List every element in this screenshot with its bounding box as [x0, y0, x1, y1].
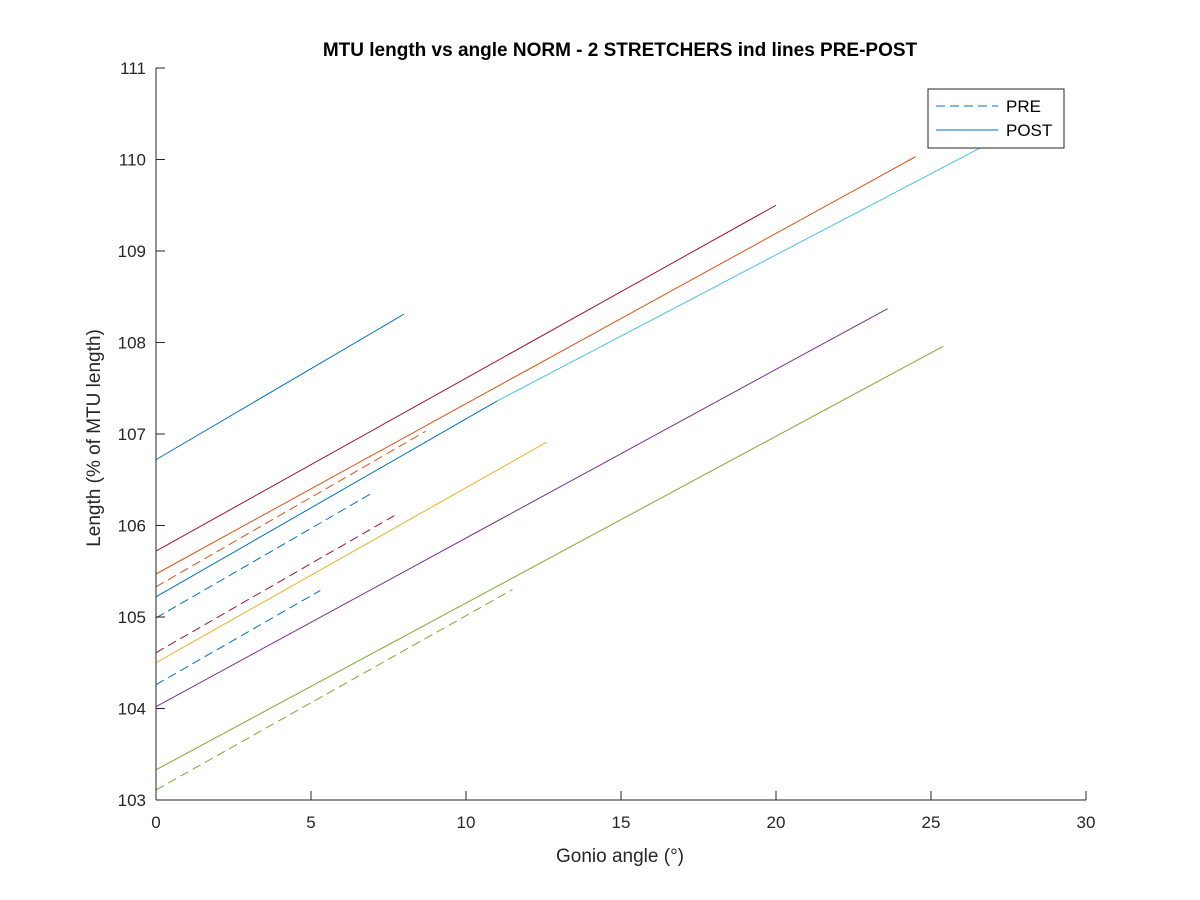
x-ticks: 0 5 10 15 20 25 30: [151, 791, 1095, 832]
series-line-post-6: [155, 308, 888, 708]
y-tick-label: 111: [120, 59, 146, 78]
series-line-pre-10: [155, 515, 395, 654]
legend: PRE POST: [927, 88, 1065, 149]
series-line-post-2: [155, 156, 916, 575]
x-tick-label: 20: [767, 813, 786, 832]
y-tick-label: 108: [118, 334, 146, 353]
chart-title: MTU length vs angle NORM - 2 STRETCHERS …: [323, 40, 918, 61]
y-ticks: 103 104 105 106 107 108 109 110 111: [118, 59, 165, 810]
series-line-post-4: [496, 140, 994, 402]
series-line-post-7: [155, 345, 944, 771]
legend-label-post: POST: [1006, 121, 1052, 140]
x-tick-label: 10: [457, 813, 476, 832]
y-tick-label: 107: [118, 425, 146, 444]
series-line-post-0: [155, 313, 405, 461]
x-tick-label: 0: [151, 813, 160, 832]
series-line-post-5: [155, 441, 547, 664]
legend-label-pre: PRE: [1006, 97, 1041, 116]
x-tick-label: 15: [612, 813, 631, 832]
series-group: [155, 140, 994, 791]
y-tick-label: 109: [118, 242, 146, 261]
y-axis-label: Length (% of MTU length): [84, 329, 105, 547]
y-tick-label: 103: [118, 791, 146, 810]
y-tick-label: 105: [118, 608, 146, 627]
x-tick-label: 30: [1077, 813, 1096, 832]
x-tick-label: 25: [922, 813, 941, 832]
y-tick-label: 110: [119, 151, 146, 170]
y-tick-label: 106: [118, 517, 146, 536]
plot-area: [156, 68, 1086, 800]
legend-box: [927, 88, 1065, 149]
series-line-post-1: [155, 204, 777, 552]
y-tick-label: 104: [118, 700, 146, 719]
x-tick-label: 5: [306, 813, 315, 832]
series-line-post-3: [155, 400, 498, 598]
series-line-pre-8: [155, 430, 426, 588]
series-line-pre-12: [155, 589, 513, 791]
series-line-pre-11: [155, 590, 321, 686]
x-axis-label: Gonio angle (°): [556, 846, 684, 867]
